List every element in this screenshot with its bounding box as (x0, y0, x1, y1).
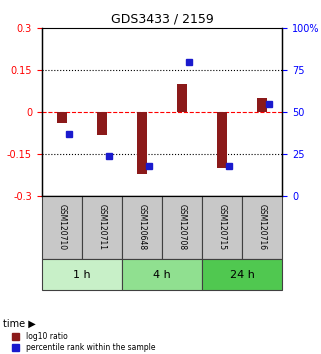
Text: GSM120711: GSM120711 (97, 204, 107, 250)
Text: 1 h: 1 h (73, 269, 91, 280)
Text: 24 h: 24 h (230, 269, 255, 280)
FancyBboxPatch shape (42, 196, 82, 259)
Bar (137, 112, 147, 173)
FancyBboxPatch shape (162, 196, 202, 259)
Text: GSM120710: GSM120710 (57, 204, 66, 251)
Bar (257, 98, 267, 112)
FancyBboxPatch shape (82, 196, 122, 259)
Text: GSM120648: GSM120648 (137, 204, 147, 251)
Bar (217, 112, 227, 168)
FancyBboxPatch shape (122, 196, 162, 259)
Text: GSM120708: GSM120708 (178, 204, 187, 251)
FancyBboxPatch shape (202, 259, 282, 290)
Bar (57, 112, 67, 123)
FancyBboxPatch shape (202, 196, 242, 259)
Title: GDS3433 / 2159: GDS3433 / 2159 (111, 13, 213, 26)
Text: GSM120715: GSM120715 (218, 204, 227, 251)
FancyBboxPatch shape (242, 196, 282, 259)
Legend: log10 ratio, percentile rank within the sample: log10 ratio, percentile rank within the … (10, 330, 157, 354)
Text: time ▶: time ▶ (3, 319, 36, 329)
FancyBboxPatch shape (122, 259, 202, 290)
Bar (97, 112, 107, 135)
Text: GSM120716: GSM120716 (258, 204, 267, 251)
FancyBboxPatch shape (42, 259, 122, 290)
Text: 4 h: 4 h (153, 269, 171, 280)
Bar (177, 84, 187, 112)
